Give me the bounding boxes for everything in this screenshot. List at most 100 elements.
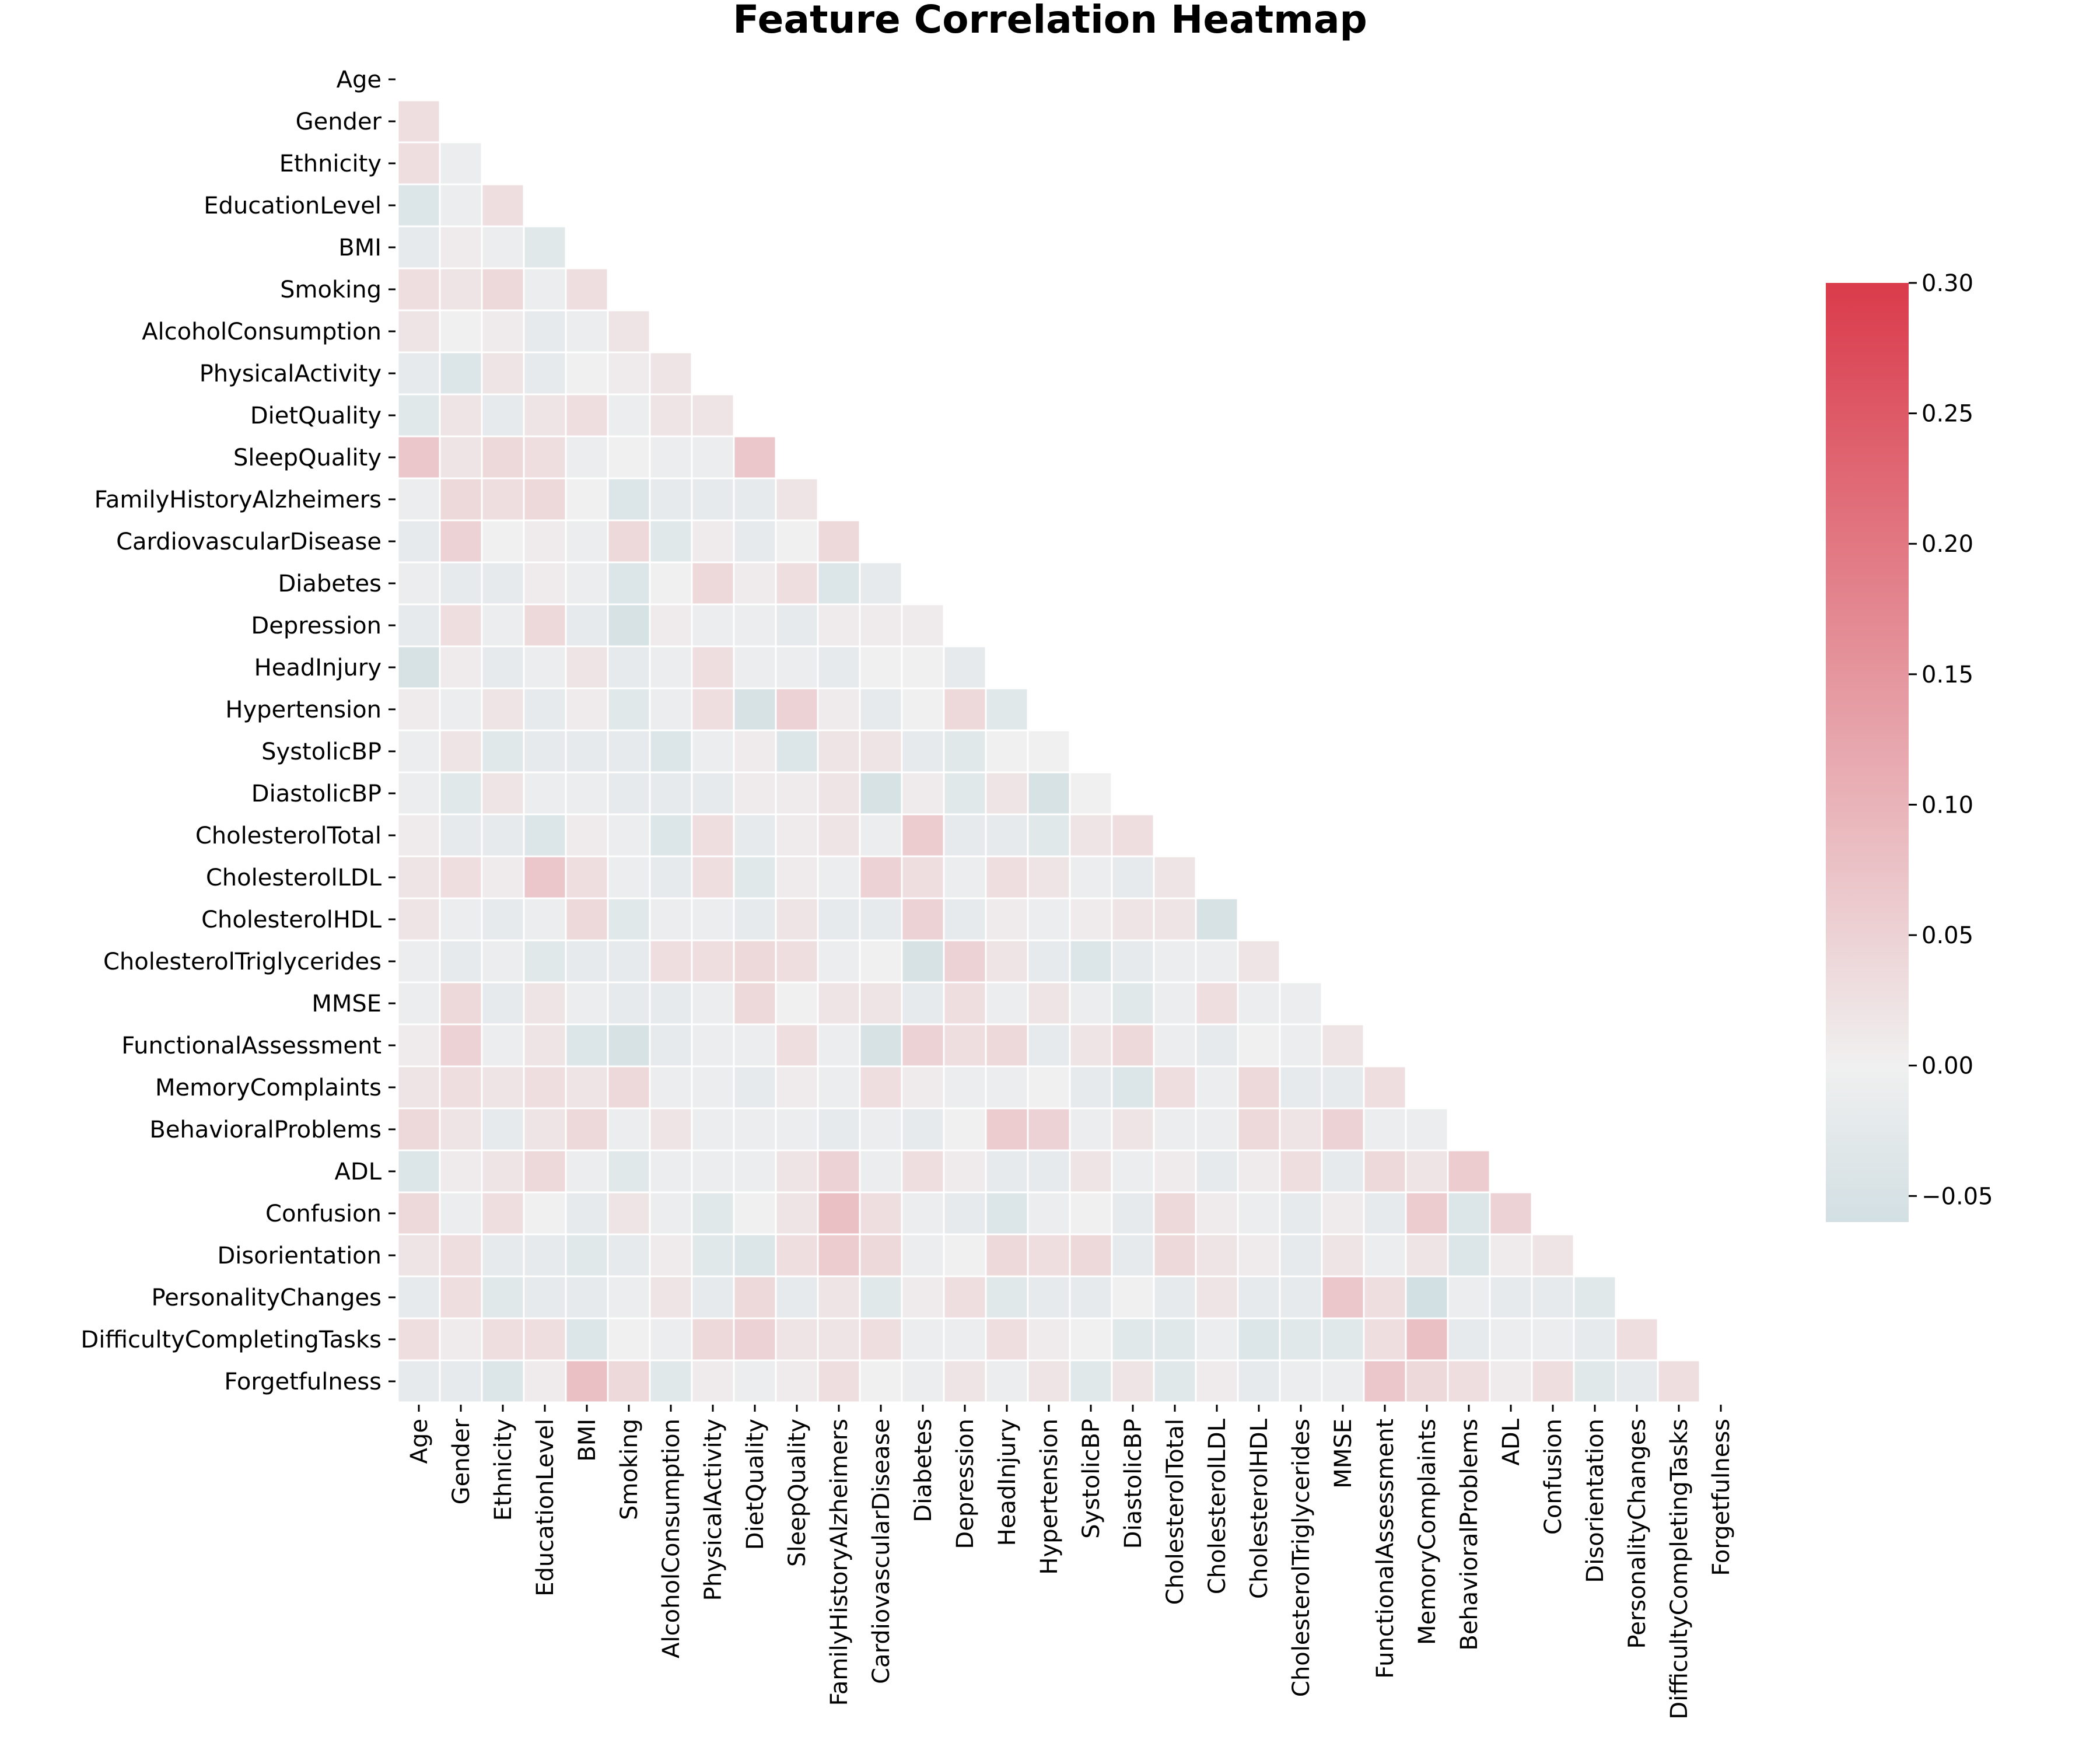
heatmap-cell [691,519,735,564]
heatmap-cell [859,1191,903,1236]
heatmap-cell [775,897,819,942]
heatmap-cell [1027,771,1071,816]
heatmap-cell [565,981,609,1026]
y-tick-label: CholesterolLDL [206,864,382,891]
heatmap-cell [1195,1065,1239,1110]
heatmap-cell [1237,1275,1281,1320]
heatmap-cell [943,1023,987,1068]
heatmap-cell [607,1359,651,1404]
heatmap-cell [565,309,609,354]
y-tick-label: Smoking [280,276,382,303]
heatmap-cell [439,561,483,606]
heatmap-cell [1237,1359,1281,1404]
heatmap-cell [691,561,735,606]
y-tick-label: Confusion [265,1200,382,1227]
heatmap-cell [985,897,1029,942]
heatmap-cell [439,687,483,732]
heatmap-cell [733,729,777,774]
heatmap-cell [439,393,483,438]
heatmap-cell [691,1233,735,1278]
heatmap-cell [1237,939,1281,984]
heatmap-cell [1027,1023,1071,1068]
heatmap-cell [481,1191,525,1236]
y-tick-label: SystolicBP [261,738,382,765]
heatmap-cell [859,939,903,984]
heatmap-cell [523,687,567,732]
heatmap-cell [859,561,903,606]
heatmap-cell [859,687,903,732]
heatmap-cell [691,687,735,732]
heatmap-cell [397,477,441,522]
heatmap-cell [439,1023,483,1068]
heatmap-cell [691,813,735,858]
heatmap-cell [565,1359,609,1404]
y-tick-label: BehavioralProblems [149,1116,382,1143]
x-tick-label: Disorientation [1582,1419,1609,1583]
heatmap-cell [901,813,945,858]
heatmap-cell [565,771,609,816]
heatmap-cell [1069,1065,1113,1110]
heatmap-cell [1237,1107,1281,1152]
x-tick-label: CholesterolTotal [1162,1419,1189,1605]
heatmap-cell [985,729,1029,774]
heatmap-cell [649,351,693,396]
heatmap-cell [649,1275,693,1320]
heatmap-cell [901,1065,945,1110]
heatmap-cell [859,1359,903,1404]
y-tick-label: Disorientation [217,1242,382,1269]
heatmap-cell [397,519,441,564]
heatmap-cell [439,309,483,354]
heatmap-cell [565,1065,609,1110]
heatmap-cell [1111,1065,1155,1110]
heatmap-cell [607,351,651,396]
heatmap-cell [817,939,861,984]
heatmap-cell [775,1023,819,1068]
heatmap-cell [733,477,777,522]
heatmap-cell [649,603,693,648]
y-tick-label: Diabetes [278,570,382,597]
heatmap-cell [1195,1107,1239,1152]
heatmap-cell [691,1149,735,1194]
heatmap-cell [817,1191,861,1236]
heatmap-cell [565,939,609,984]
heatmap-cell [1153,1359,1197,1404]
y-tick-label: BMI [338,235,382,261]
colorbar: −0.05 0.00 0.05 0.10 0.15 0.20 0.25 0.30 [1826,270,1993,1222]
heatmap-cell [397,99,441,144]
heatmap-cell [901,897,945,942]
heatmap-cell [397,1149,441,1194]
heatmap-cell [607,897,651,942]
heatmap-cell [397,393,441,438]
heatmap-cell [943,1191,987,1236]
heatmap-cell [565,1107,609,1152]
heatmap-cell [1447,1149,1491,1194]
heatmap-cell [439,1359,483,1404]
heatmap-cell [691,1191,735,1236]
heatmap-cell [481,519,525,564]
heatmap-cell [1153,1107,1197,1152]
heatmap-cell [439,183,483,228]
heatmap-cell [1111,1107,1155,1152]
heatmap-cell [565,561,609,606]
heatmap-cell [1027,855,1071,900]
y-tick-label: Age [337,66,382,93]
heatmap-cell [901,729,945,774]
heatmap-cell [607,939,651,984]
heatmap-cell [775,645,819,690]
heatmap-cell [901,981,945,1026]
heatmap-cell [1405,1191,1449,1236]
heatmap-cell [1531,1233,1575,1278]
heatmap-cell [607,561,651,606]
x-tick-label: BMI [574,1419,601,1462]
heatmap-cell [607,435,651,480]
heatmap-cell [523,897,567,942]
heatmap-cell [985,1191,1029,1236]
heatmap-cell [943,1233,987,1278]
heatmap-cell [523,267,567,312]
heatmap-cell [943,1275,987,1320]
heatmap-cell [943,645,987,690]
heatmap-cell [1447,1191,1491,1236]
heatmap-cell [733,1359,777,1404]
y-tick-label: Hypertension [225,696,382,723]
heatmap-cell [565,1233,609,1278]
